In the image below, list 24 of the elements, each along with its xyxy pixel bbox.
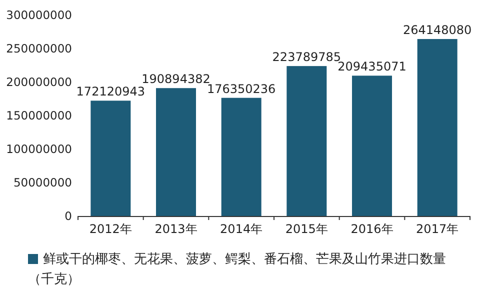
legend-label: 鲜或干的椰枣、无花果、菠萝、鳄梨、番石榴、芒果及山竹果进口数量（千克） [28, 252, 446, 287]
x-tick-label: 2012年 [89, 222, 132, 236]
data-label: 176350236 [206, 82, 276, 96]
bar [156, 88, 196, 216]
y-tick-label: 100000000 [6, 142, 72, 156]
y-tick-label: 200000000 [6, 75, 72, 89]
data-label: 209435071 [338, 60, 406, 74]
y-tick-label: 50000000 [13, 176, 72, 190]
bar [352, 76, 392, 216]
y-tick-label: 250000000 [6, 42, 72, 56]
x-tick-label: 2013年 [154, 222, 198, 236]
bar [90, 100, 131, 216]
bar [221, 98, 262, 216]
data-label: 264148080 [402, 23, 472, 38]
x-tick-label: 2014年 [220, 222, 263, 236]
bar [417, 39, 458, 216]
y-tick-label: 150000000 [6, 108, 72, 122]
y-tick-label: 0 [64, 209, 72, 223]
x-tick-label: 2017年 [416, 222, 459, 236]
y-tick-label: 300000000 [6, 8, 72, 22]
x-tick-label: 2016年 [350, 222, 394, 236]
data-label: 172120943 [76, 84, 146, 99]
x-tick-label: 2015年 [285, 222, 328, 236]
bar [286, 66, 327, 216]
